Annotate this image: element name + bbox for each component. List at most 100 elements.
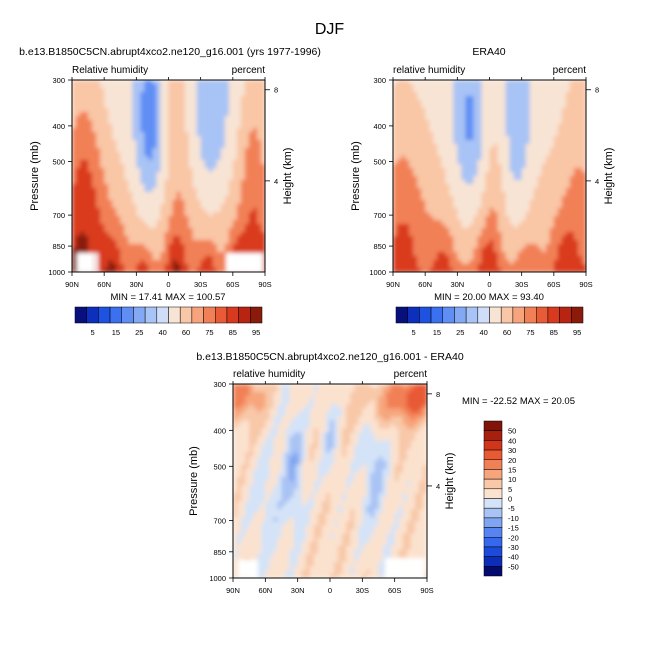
contour-cell (80, 156, 85, 161)
contour-cell (128, 176, 133, 181)
contour-cell (120, 216, 125, 221)
contour-cell (124, 240, 129, 245)
contour-cell (473, 236, 479, 241)
contour-cell (449, 120, 454, 125)
contour-cell (208, 136, 214, 141)
contour-cell (501, 164, 507, 169)
contour-cell (461, 212, 466, 217)
contour-cell (192, 184, 198, 189)
contour-cell (557, 212, 563, 217)
contour-cell (549, 168, 555, 173)
contour-cell (176, 240, 182, 245)
contour-cell (128, 256, 133, 261)
contour-cell (88, 88, 93, 93)
contour-cell (461, 180, 466, 185)
contour-cell (244, 88, 250, 93)
contour-cell (405, 256, 410, 261)
contour-cell (108, 152, 113, 157)
contour-cell (330, 388, 335, 393)
contour-cell (256, 228, 262, 233)
contour-cell (164, 188, 170, 193)
contour-cell (429, 100, 434, 105)
contour-cell (240, 236, 246, 241)
contour-cell (92, 220, 97, 225)
contour-cell (92, 88, 97, 93)
contour-cell (249, 388, 254, 393)
contour-cell (152, 132, 158, 137)
contour-cell (120, 228, 125, 233)
contour-cell (533, 84, 539, 89)
contour-cell (200, 156, 206, 161)
contour-cell (330, 396, 335, 401)
contour-cell (413, 96, 418, 101)
contour-cell (461, 228, 466, 233)
contour-cell (260, 168, 265, 173)
contour-cell (565, 132, 571, 137)
contour-cell (184, 260, 190, 265)
contour-cell (180, 148, 186, 153)
contour-cell (228, 248, 234, 253)
contour-cell (132, 164, 137, 169)
contour-cell (557, 96, 563, 101)
contour-cell (160, 244, 166, 249)
contour-cell (144, 168, 149, 173)
contour-cell (200, 152, 206, 157)
contour-cell (92, 92, 97, 97)
contour-cell (565, 248, 571, 253)
contour-cell (112, 116, 117, 121)
contour-cell (485, 136, 491, 141)
contour-cell (561, 180, 567, 185)
contour-cell (509, 116, 515, 121)
contour-cell (461, 96, 466, 101)
contour-cell (525, 240, 531, 245)
contour-cell (96, 220, 101, 225)
contour-cell (501, 120, 507, 125)
contour-cell (228, 96, 234, 101)
contour-cell (256, 232, 262, 237)
contour-cell (421, 204, 426, 209)
contour-cell (168, 180, 174, 185)
contour-cell (529, 92, 535, 97)
contour-cell (269, 388, 275, 393)
contour-cell (228, 84, 234, 89)
contour-cell (509, 240, 515, 245)
contour-cell (124, 152, 129, 157)
contour-cell (469, 220, 475, 225)
contour-cell (260, 232, 265, 237)
contour-cell (501, 84, 507, 89)
contour-cell (240, 164, 246, 169)
contour-cell (260, 200, 265, 205)
contour-cell (469, 188, 475, 193)
contour-cell (457, 232, 462, 237)
contour-cell (581, 128, 586, 133)
contour-cell (461, 156, 466, 161)
contour-cell (525, 180, 531, 185)
contour-cell (124, 156, 129, 161)
contour-cell (120, 244, 125, 249)
contour-cell (120, 92, 125, 97)
contour-cell (425, 116, 430, 121)
contour-cell (104, 184, 109, 189)
contour-cell (104, 164, 109, 169)
contour-cell (390, 388, 396, 393)
contour-cell (581, 144, 586, 149)
contour-cell (248, 192, 254, 197)
contour-cell (148, 212, 154, 217)
contour-cell (473, 112, 479, 117)
contour-cell (513, 264, 519, 269)
contour-cell (433, 128, 438, 133)
contour-cell (573, 220, 579, 225)
contour-cell (200, 240, 206, 245)
contour-cell (216, 268, 222, 272)
contour-cell (573, 236, 579, 241)
contour-cell (156, 196, 162, 201)
contour-cell (188, 100, 194, 105)
contour-cell (168, 224, 174, 229)
contour-cell (533, 152, 539, 157)
contour-cell (417, 220, 422, 225)
contour-cell (501, 128, 507, 133)
contour-cell (136, 84, 141, 89)
contour-cell (180, 132, 186, 137)
contour-cell (212, 252, 218, 257)
contour-cell (473, 116, 479, 121)
